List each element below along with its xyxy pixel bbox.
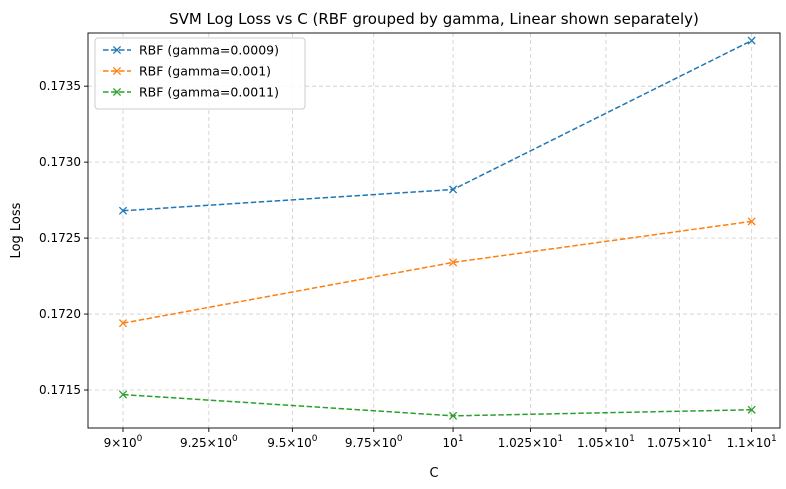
legend-entry: RBF (gamma=0.0009) <box>103 43 279 58</box>
y-tick-label: 0.1725 <box>39 231 81 245</box>
x-tick-label: 1.1×101 <box>727 434 777 450</box>
data-point <box>449 258 458 267</box>
y-tick-label: 0.1720 <box>39 307 81 321</box>
data-point <box>747 217 756 226</box>
plot-frame <box>87 32 781 429</box>
legend-entry: RBF (gamma=0.001) <box>103 64 271 79</box>
data-point <box>747 36 756 45</box>
x-tick-label: 101 <box>443 434 464 450</box>
grid-lines <box>88 33 780 428</box>
x-tick-label: 1.025×101 <box>498 434 563 450</box>
legend-box <box>94 37 306 110</box>
data-point <box>118 206 128 215</box>
y-tick-label: 0.1730 <box>39 155 81 169</box>
y-tick-label: 0.1735 <box>39 79 81 93</box>
data-point <box>449 411 458 420</box>
series-line-1 <box>122 220 752 324</box>
data-point <box>747 405 756 414</box>
legend: RBF (gamma=0.0009) RBF (gamma=0.001) RBF (… <box>94 37 306 110</box>
y-tick-label: 0.1715 <box>39 383 81 397</box>
y-axis-label: Log Loss <box>9 202 24 258</box>
x-tick-label: 9×100 <box>104 434 143 450</box>
x-axis-ticks: 9×100 9.25×100 9.5×100 9.75×100 101 1.025×101… <box>104 428 777 450</box>
x-tick-label: 9.5×100 <box>267 434 317 450</box>
y-axis-ticks: 0.1715 0.1720 0.1725 0.1730 0.1735 <box>39 79 88 397</box>
x-axis-label: C <box>429 466 438 481</box>
x-tick-label: 1.05×101 <box>577 434 635 450</box>
data-point <box>449 185 458 194</box>
legend-label: RBF (gamma=0.001) <box>139 64 271 79</box>
legend-label: RBF (gamma=0.0011) <box>139 85 279 100</box>
series-line-2 <box>122 393 752 417</box>
chart-title: SVM Log Loss vs C (RBF grouped by gamma,… <box>169 10 699 28</box>
x-tick-label: 1.075×101 <box>647 434 712 450</box>
series-layer <box>118 36 756 420</box>
data-point <box>118 390 128 399</box>
x-tick-label: 9.75×100 <box>345 434 403 450</box>
data-point <box>118 319 128 328</box>
legend-label: RBF (gamma=0.0009) <box>139 43 279 58</box>
legend-entry: RBF (gamma=0.0011) <box>103 85 279 100</box>
x-tick-label: 9.25×100 <box>180 434 238 450</box>
